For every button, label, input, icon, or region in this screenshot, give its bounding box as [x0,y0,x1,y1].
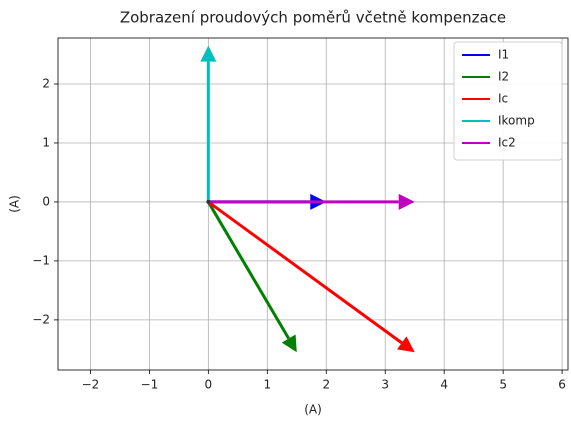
y-axis-label: (A) [8,195,22,213]
legend-label: I2 [498,70,509,84]
legend-box [453,41,563,161]
legend-label: I1 [498,48,509,62]
legend-label: Ikomp [498,114,535,128]
y-tick-label: −1 [32,253,50,267]
x-tick-label: 6 [558,378,566,392]
origin-dot [206,199,211,204]
arrow-head [397,336,415,353]
y-tick-label: 1 [42,135,50,149]
arrow-head [398,193,415,210]
y-tick-label: −2 [32,312,50,326]
x-tick-label: −1 [141,378,159,392]
legend-label: Ic2 [498,136,516,150]
x-tick-label: 5 [499,378,507,392]
arrow-shaft [207,201,290,340]
chart-title: Zobrazení proudových poměrů včetně kompe… [120,9,506,27]
arrow-head [200,45,217,62]
plot-frame [57,37,569,371]
x-tick-label: −2 [82,378,100,392]
legend-label: Ic [498,92,508,106]
x-tick-label: 3 [381,378,389,392]
arrow-head [281,334,297,353]
arrow-shaft [207,200,403,345]
x-tick-label: 0 [205,378,213,392]
x-tick-label: 4 [440,378,448,392]
x-axis-label: (A) [304,403,322,417]
x-tick-label: 1 [263,378,271,392]
y-tick-label: 0 [42,194,50,208]
x-tick-label: 2 [322,378,330,392]
y-tick-label: 2 [42,76,50,90]
